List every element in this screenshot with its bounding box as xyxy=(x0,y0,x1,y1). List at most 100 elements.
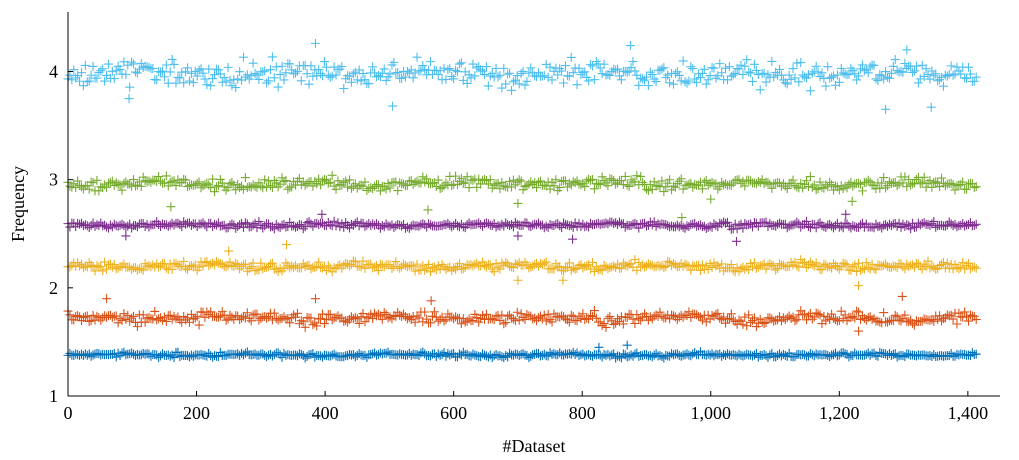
data-point xyxy=(751,349,761,359)
data-point xyxy=(680,77,690,87)
data-point xyxy=(221,77,231,87)
data-point xyxy=(312,261,322,271)
data-point xyxy=(614,71,624,81)
data-point xyxy=(499,352,509,362)
data-point xyxy=(240,218,250,228)
data-point xyxy=(78,81,88,91)
data-point xyxy=(564,178,574,188)
data-point xyxy=(559,218,569,228)
data-point xyxy=(703,75,713,85)
data-point xyxy=(483,81,493,91)
data-point xyxy=(348,350,358,360)
data-point xyxy=(352,217,362,227)
data-point xyxy=(724,180,734,190)
data-point xyxy=(513,231,523,241)
data-point xyxy=(227,312,237,322)
data-point xyxy=(437,259,447,269)
data-point xyxy=(580,67,590,77)
data-point xyxy=(238,52,248,62)
data-point xyxy=(902,220,912,230)
data-point xyxy=(877,178,887,188)
data-point xyxy=(399,309,409,319)
data-point xyxy=(302,69,312,79)
data-point xyxy=(113,221,123,231)
data-point xyxy=(948,314,958,324)
data-point xyxy=(682,311,692,321)
data-point xyxy=(728,70,738,80)
data-point xyxy=(857,263,867,273)
data-point xyxy=(414,221,424,231)
data-point xyxy=(420,307,430,317)
data-point xyxy=(940,221,950,231)
data-point xyxy=(609,219,619,229)
data-point xyxy=(694,261,704,271)
data-point xyxy=(894,315,904,325)
data-point xyxy=(532,183,542,193)
data-point xyxy=(360,177,370,187)
data-point xyxy=(736,60,746,70)
data-point xyxy=(224,246,234,256)
data-point xyxy=(728,265,738,275)
data-point xyxy=(219,73,229,83)
data-point xyxy=(834,316,844,326)
data-point xyxy=(792,182,802,192)
data-point xyxy=(146,177,156,187)
data-point xyxy=(161,60,171,70)
data-point xyxy=(406,175,416,185)
data-point xyxy=(599,176,609,186)
data-point xyxy=(314,257,324,267)
data-point xyxy=(649,217,659,227)
data-point xyxy=(863,312,873,322)
data-point xyxy=(260,221,270,231)
data-point xyxy=(213,65,223,75)
data-point xyxy=(892,263,902,273)
data-point xyxy=(589,75,599,85)
data-point xyxy=(946,178,956,188)
data-point xyxy=(350,312,360,322)
data-point xyxy=(586,311,596,321)
data-point xyxy=(150,175,160,185)
data-point xyxy=(829,71,839,81)
data-point xyxy=(645,67,655,77)
data-point xyxy=(634,258,644,268)
data-point xyxy=(578,309,588,319)
data-point xyxy=(591,313,601,323)
data-point xyxy=(765,350,775,360)
data-point xyxy=(331,70,341,80)
data-point xyxy=(269,73,279,83)
data-point xyxy=(271,62,281,72)
data-point xyxy=(547,75,557,85)
data-point xyxy=(900,264,910,274)
data-point xyxy=(439,348,449,358)
data-point xyxy=(786,313,796,323)
data-point xyxy=(121,177,131,187)
data-point xyxy=(377,349,387,359)
data-point xyxy=(277,220,287,230)
data-point xyxy=(227,219,237,229)
data-point xyxy=(370,181,380,191)
data-point xyxy=(423,205,433,215)
data-point xyxy=(724,62,734,72)
data-point xyxy=(306,264,316,274)
data-point xyxy=(516,309,526,319)
data-point xyxy=(244,263,254,273)
data-point xyxy=(854,178,864,188)
data-point xyxy=(476,65,486,75)
data-point xyxy=(852,306,862,316)
data-point xyxy=(497,83,507,93)
data-point xyxy=(636,73,646,83)
data-point xyxy=(902,45,912,55)
data-point xyxy=(242,70,252,80)
data-point xyxy=(707,262,717,272)
data-point xyxy=(75,219,85,229)
data-point xyxy=(132,68,142,78)
data-point xyxy=(686,178,696,188)
data-point xyxy=(458,178,468,188)
data-point xyxy=(119,309,129,319)
data-point xyxy=(154,314,164,324)
data-point xyxy=(427,311,437,321)
data-point xyxy=(572,80,582,90)
data-point xyxy=(420,349,430,359)
data-point xyxy=(235,264,245,274)
data-point xyxy=(458,264,468,274)
